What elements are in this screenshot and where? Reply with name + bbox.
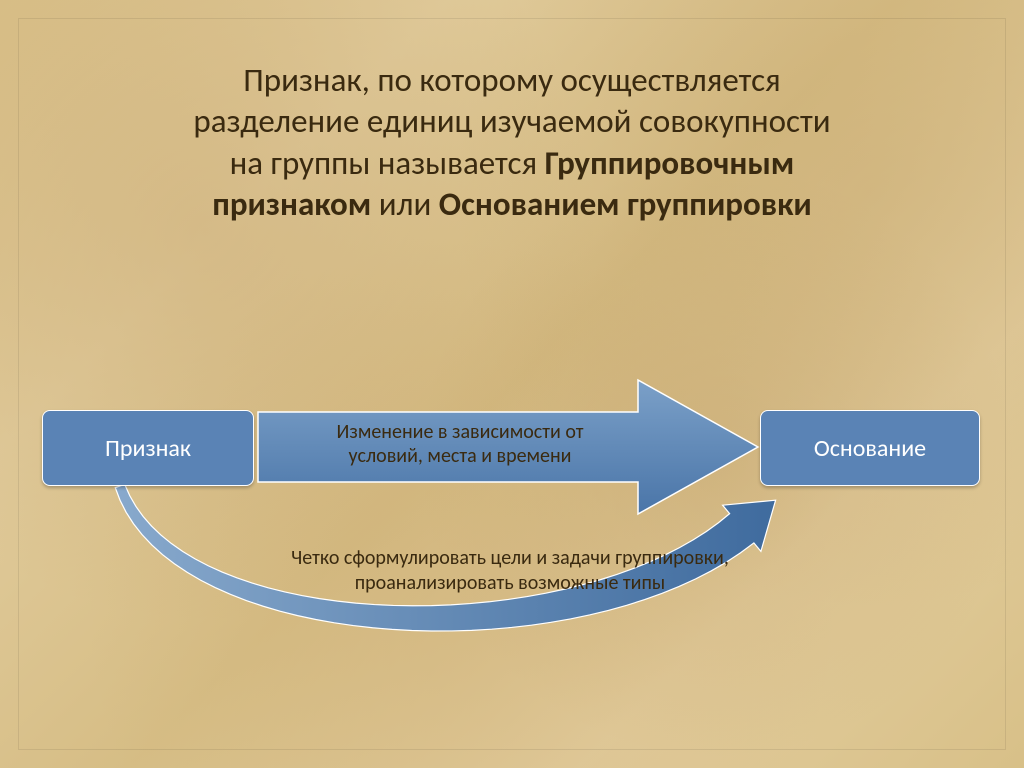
block-arrow-label-line1: Изменение в зависимости от bbox=[337, 420, 584, 444]
block-arrow-label: Изменение в зависимости от условий, мест… bbox=[280, 420, 640, 468]
left-box: Признак bbox=[42, 410, 254, 486]
right-box: Основание bbox=[760, 410, 980, 486]
curved-arrow-label: Четко сформулировать цели и задачи групп… bbox=[230, 546, 790, 596]
left-box-label: Признак bbox=[105, 434, 191, 463]
block-arrow-label-line2: условий, места и времени bbox=[349, 444, 572, 468]
curved-arrow-label-line2: проанализировать возможные типы bbox=[355, 571, 665, 595]
curved-arrow bbox=[0, 0, 1024, 768]
curved-arrow-label-line1: Четко сформулировать цели и задачи групп… bbox=[291, 546, 729, 570]
slide: Признак, по которому осуществляется разд… bbox=[0, 0, 1024, 768]
right-box-label: Основание bbox=[814, 434, 926, 463]
